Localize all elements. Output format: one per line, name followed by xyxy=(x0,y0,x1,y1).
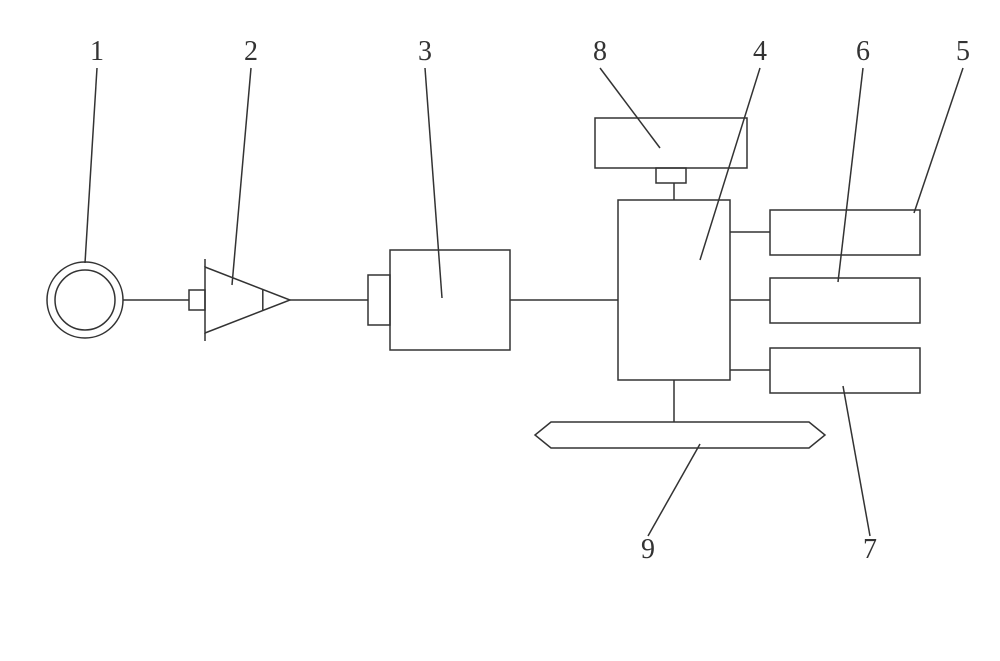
label-leader-L5 xyxy=(914,68,963,213)
label-L4: 4 xyxy=(753,36,767,67)
label-L9: 9 xyxy=(641,534,655,565)
label-leader-L9 xyxy=(648,444,700,536)
label-L3: 3 xyxy=(418,36,432,67)
label-L6: 6 xyxy=(856,36,870,67)
label-L2: 2 xyxy=(244,36,258,67)
schematic-diagram: 1 2 3 4 5 6 7 8 9 xyxy=(0,0,1000,661)
label-L7: 7 xyxy=(863,534,877,565)
label-leader-L7 xyxy=(843,386,870,536)
node-n4 xyxy=(618,200,730,380)
node-n7 xyxy=(770,348,920,393)
node-n2 xyxy=(189,259,290,341)
label-L1: 1 xyxy=(90,36,104,67)
node-n1 xyxy=(47,262,123,338)
label-L5: 5 xyxy=(956,36,970,67)
node-n6 xyxy=(770,278,920,323)
label-leader-L2 xyxy=(232,68,251,285)
node-n8 xyxy=(595,118,747,183)
label-leader-L3 xyxy=(425,68,442,298)
label-leader-L6 xyxy=(838,68,863,282)
label-leader-L8 xyxy=(600,68,660,148)
node-n9 xyxy=(535,422,825,448)
label-L8: 8 xyxy=(593,36,607,67)
label-leader-L1 xyxy=(85,68,97,263)
